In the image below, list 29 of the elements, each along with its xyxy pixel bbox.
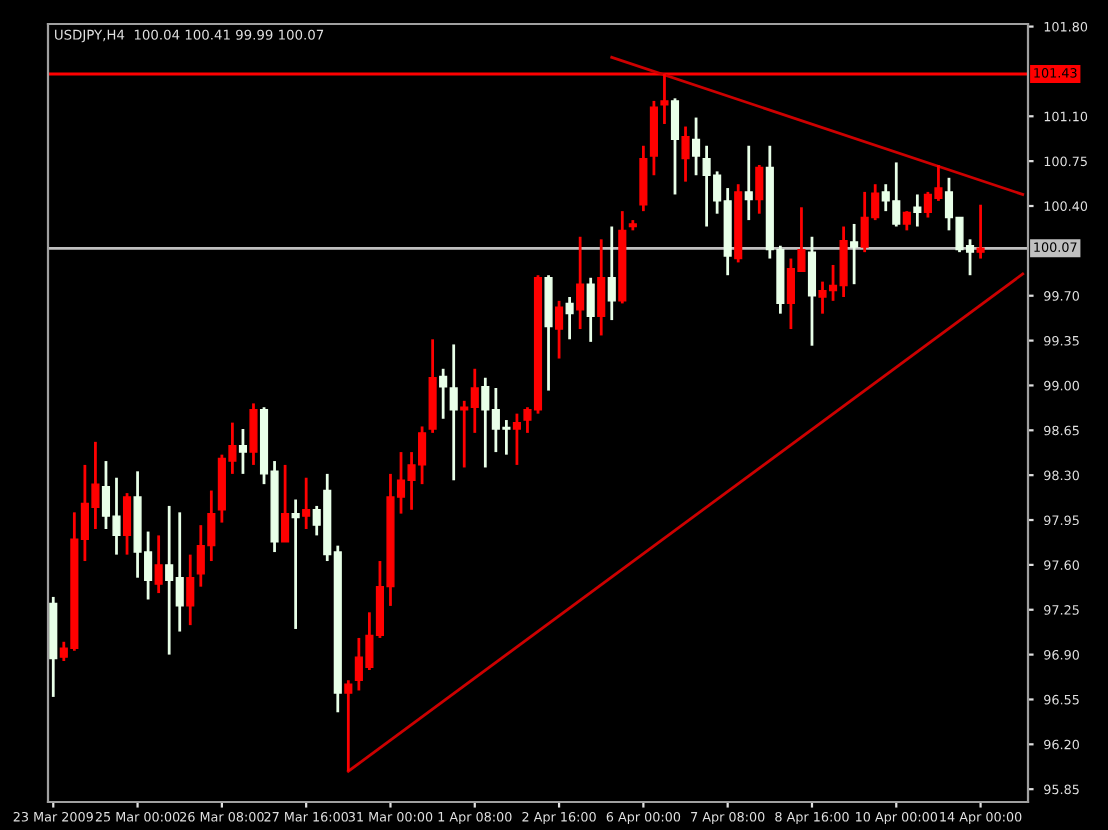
candlestick [691,116,701,177]
candlestick [449,343,458,482]
candlestick [607,225,616,322]
candlestick [597,237,606,337]
candlestick [755,163,764,216]
candlestick [238,427,248,476]
candlestick [807,235,817,348]
candlestick [186,553,195,627]
candlestick [744,144,753,222]
candlestick [281,463,290,544]
candlestick [639,144,648,213]
candlestick [122,491,132,557]
candlestick [586,276,595,344]
candlestick [976,203,985,260]
candlestick [555,299,564,360]
candlestick [291,498,300,631]
candlestick [913,193,922,228]
candlestick [344,678,353,773]
candlestick [302,476,311,531]
candlestick [512,412,521,467]
candlestick [670,96,680,196]
candlestick [681,125,690,184]
candlestick [249,402,258,467]
candlestick [850,222,859,286]
candlestick [439,367,448,421]
candlestick [154,534,163,595]
candlestick [565,295,574,341]
candlestick [576,235,585,331]
candlestick [902,209,911,232]
